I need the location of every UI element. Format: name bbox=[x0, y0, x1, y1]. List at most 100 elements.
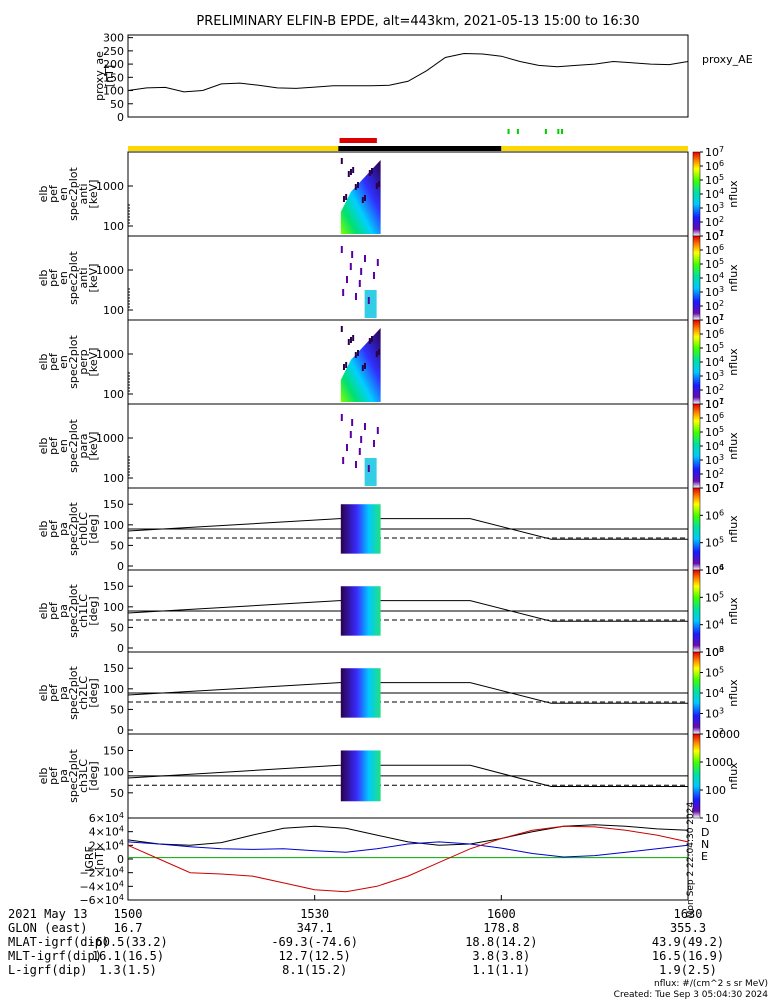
y-axis-label-line: [keV] bbox=[87, 264, 100, 293]
pitch-angle-panel-2: 050100150elbpefpaspec2plotch1LC[deg]1061… bbox=[37, 563, 740, 659]
igrf-legend-D: D bbox=[701, 826, 709, 839]
spectrogram-speckle bbox=[352, 167, 355, 173]
status-tick-green bbox=[507, 129, 510, 134]
spectrogram-speckle bbox=[368, 338, 371, 344]
spectrogram-speckle bbox=[358, 448, 361, 455]
tick-label: 104 bbox=[705, 271, 724, 285]
tick-label: 104 bbox=[705, 618, 724, 632]
tick-label: 106 bbox=[705, 645, 724, 659]
x-row-value: 8.1(15.2) bbox=[282, 963, 347, 977]
x-row-label: GLON (east) bbox=[8, 921, 87, 935]
tick-label: 100 bbox=[103, 85, 124, 98]
spectrogram-speckle bbox=[345, 444, 348, 451]
y-axis-label-line: spec2plot bbox=[67, 584, 80, 638]
tick-label: 107 bbox=[705, 313, 724, 327]
spectrogram-fill bbox=[340, 160, 381, 234]
plot-frame bbox=[127, 235, 689, 321]
colorbar bbox=[692, 487, 701, 571]
spectrogram-speckle bbox=[368, 170, 371, 176]
spectrogram-speckle bbox=[342, 196, 345, 202]
spectrogram-speckle bbox=[363, 255, 366, 262]
pitch-angle-fill bbox=[340, 750, 381, 802]
y-axis-label-line: en bbox=[57, 187, 70, 201]
x-row-label: MLAT-igrf(dip) bbox=[8, 935, 109, 949]
tick-label: 104 bbox=[705, 355, 724, 369]
tick-label: 105 bbox=[705, 536, 724, 550]
x-row-value: -60.5(33.2) bbox=[88, 935, 167, 949]
y-axis-label-line: pef bbox=[47, 519, 60, 538]
plot-frame bbox=[127, 319, 689, 405]
spectrogram-speckle bbox=[349, 337, 352, 343]
spectrogram-speckle bbox=[372, 440, 375, 447]
plot-frame bbox=[127, 817, 689, 901]
spectrogram-fill bbox=[340, 328, 381, 402]
spectrogram-speckle bbox=[370, 336, 373, 342]
spectrogram-speckle bbox=[360, 436, 363, 443]
tick-label: 105 bbox=[705, 425, 724, 439]
spectrogram-speckle bbox=[356, 350, 359, 356]
tick-label: 1000 bbox=[96, 432, 124, 445]
legend-proxy-ae: proxy_AE bbox=[702, 53, 753, 66]
loss-cone-upper bbox=[127, 764, 688, 787]
x-row-label: 2021 May 13 bbox=[8, 907, 87, 921]
x-row-value: 3.8(3.8) bbox=[472, 949, 530, 963]
pitch-angle-panel-1: 050100150elbpefpaspec2plotch0LC[deg]1071… bbox=[37, 481, 740, 577]
y-axis-label-line: ch3LC bbox=[77, 759, 90, 793]
tick-label: 103 bbox=[705, 453, 724, 467]
tick-label: 50 bbox=[110, 787, 124, 800]
y-axis-label-line: spec2plot bbox=[67, 251, 80, 305]
tick-label: 0 bbox=[117, 560, 124, 573]
colorbar-label: nflux bbox=[727, 679, 740, 707]
y-axis-label-line: [keV] bbox=[87, 348, 100, 377]
y-axis-label-line: [deg] bbox=[87, 761, 100, 790]
tick-label: 106 bbox=[705, 563, 724, 577]
spectrogram-speckle bbox=[367, 297, 370, 304]
spectrogram-speckle bbox=[340, 414, 343, 421]
colorbar bbox=[692, 733, 701, 819]
tick-label: 107 bbox=[705, 229, 724, 243]
tick-label: 107 bbox=[705, 145, 724, 159]
tick-label: 6×104 bbox=[89, 811, 124, 825]
colorbar-label: nflux bbox=[727, 180, 740, 208]
x-row-value: 12.7(12.5) bbox=[279, 949, 351, 963]
tick-label: 200 bbox=[103, 58, 124, 71]
pitch-angle-fill bbox=[340, 586, 381, 636]
tick-label: 300 bbox=[103, 32, 124, 45]
tick-label: 105 bbox=[705, 590, 724, 604]
tick-label: 10000 bbox=[705, 728, 740, 741]
loss-cone-upper bbox=[127, 682, 688, 704]
status-bar-yellow-left bbox=[128, 146, 339, 151]
tick-label: 103 bbox=[705, 201, 724, 215]
spectrogram-speckle bbox=[363, 363, 366, 369]
spectrogram-speckle bbox=[349, 263, 352, 270]
tick-label: 104 bbox=[705, 187, 724, 201]
y-axis-label-line: pef bbox=[47, 184, 60, 203]
x-row-label: L-igrf(dip) bbox=[8, 963, 87, 977]
y-axis-label-line: pef bbox=[47, 601, 60, 620]
spectrogram-speckle bbox=[345, 194, 348, 200]
pitch-angle-panel-3: 050100150elbpefpaspec2plotch2LC[deg]1061… bbox=[37, 645, 740, 741]
tick-label: 103 bbox=[705, 285, 724, 299]
spectrogram-speckle bbox=[340, 158, 343, 164]
tick-label: 100 bbox=[103, 683, 124, 696]
tick-label: −4×104 bbox=[79, 879, 124, 893]
pitch-angle-fill bbox=[340, 668, 381, 718]
x-row-value: 43.9(49.2) bbox=[652, 935, 724, 949]
tick-label: 106 bbox=[705, 508, 724, 522]
y-axis-label-line: elb bbox=[37, 270, 50, 287]
spectrogram-speckle bbox=[375, 351, 378, 357]
pitch-angle-panel-4: 50100150elbpefpaspec2plotch3LC[deg]10000… bbox=[37, 728, 740, 825]
y-axis-label-line: pa bbox=[57, 686, 70, 700]
colorbar bbox=[692, 651, 701, 735]
spectrogram-speckle bbox=[351, 251, 354, 258]
y-axis-label-line: spec2plot bbox=[67, 419, 80, 473]
y-axis-label-line: spec2plot bbox=[67, 666, 80, 720]
status-bar-black bbox=[338, 146, 502, 151]
tick-label: 1000 bbox=[705, 756, 733, 769]
x-row-value: 1.9(2.5) bbox=[659, 963, 717, 977]
